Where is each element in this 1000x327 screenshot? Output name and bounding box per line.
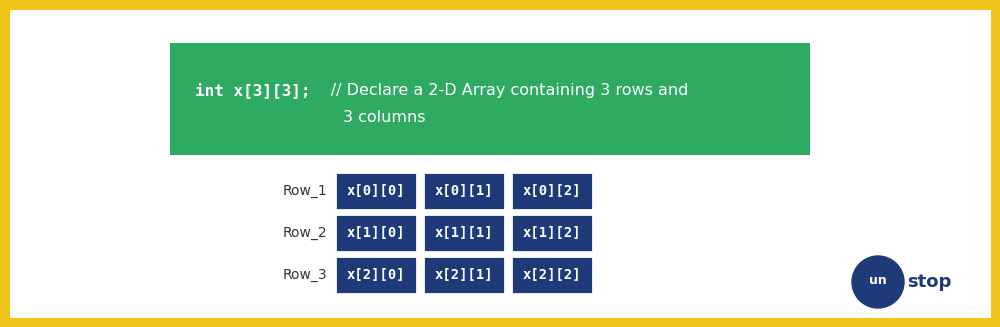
FancyBboxPatch shape: [511, 214, 593, 252]
Text: int x[3][3];: int x[3][3];: [195, 82, 310, 98]
FancyBboxPatch shape: [423, 214, 505, 252]
Text: x[2][1]: x[2][1]: [435, 268, 493, 282]
FancyBboxPatch shape: [170, 43, 810, 155]
Text: Row_2: Row_2: [282, 226, 327, 240]
FancyBboxPatch shape: [423, 256, 505, 294]
Text: x[1][0]: x[1][0]: [347, 226, 405, 240]
FancyBboxPatch shape: [335, 172, 417, 210]
FancyBboxPatch shape: [335, 256, 417, 294]
Text: x[0][1]: x[0][1]: [435, 184, 493, 198]
Circle shape: [852, 256, 904, 308]
Text: x[1][2]: x[1][2]: [523, 226, 581, 240]
Text: un: un: [869, 273, 887, 286]
Text: x[0][2]: x[0][2]: [523, 184, 581, 198]
Text: 3 columns: 3 columns: [343, 111, 426, 126]
FancyBboxPatch shape: [511, 172, 593, 210]
Text: Col_3: Col_3: [533, 178, 571, 192]
Text: // Declare a 2-D Array containing 3 rows and: // Declare a 2-D Array containing 3 rows…: [300, 82, 688, 97]
Text: x[2][2]: x[2][2]: [523, 268, 581, 282]
Text: stop: stop: [907, 273, 951, 291]
Text: Col_2: Col_2: [445, 178, 483, 192]
FancyBboxPatch shape: [423, 172, 505, 210]
Text: Row_1: Row_1: [282, 184, 327, 198]
Text: x[2][0]: x[2][0]: [347, 268, 405, 282]
Text: Row_3: Row_3: [282, 268, 327, 282]
FancyBboxPatch shape: [335, 214, 417, 252]
Text: Col_1: Col_1: [357, 178, 395, 192]
Text: x[0][0]: x[0][0]: [347, 184, 405, 198]
Text: x[1][1]: x[1][1]: [435, 226, 493, 240]
FancyBboxPatch shape: [511, 256, 593, 294]
